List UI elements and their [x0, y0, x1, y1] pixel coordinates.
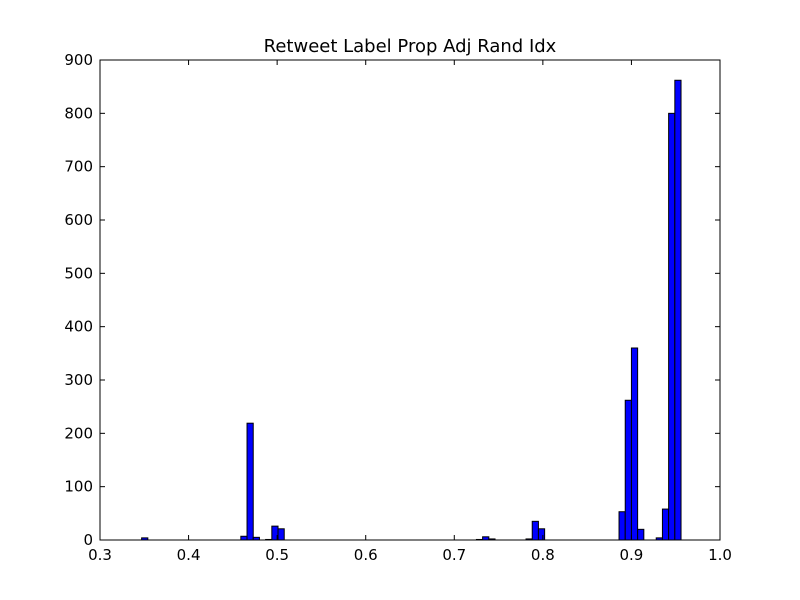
x-tick-label-0: 0.3 — [88, 546, 112, 564]
histogram-bar-13 — [618, 511, 626, 541]
chart-title: Retweet Label Prop Adj Rand Idx — [264, 36, 557, 57]
y-tick-label-2: 200 — [64, 424, 93, 442]
y-tick-label-1: 100 — [64, 478, 93, 496]
x-tick-label-2: 0.5 — [265, 546, 289, 564]
x-tick-label-4: 0.7 — [442, 546, 466, 564]
x-tick-label-3: 0.6 — [354, 546, 378, 564]
histogram-bar-14 — [624, 399, 632, 541]
y-tick-label-5: 500 — [64, 264, 93, 282]
y-tick-label-7: 700 — [64, 158, 93, 176]
bars-group — [141, 79, 682, 541]
y-tick-label-0: 0 — [83, 531, 93, 549]
histogram-bar-12 — [537, 528, 546, 541]
histogram-bar-18 — [661, 508, 670, 541]
histogram-bar-6 — [277, 528, 285, 541]
ticks-group: 0.3 0.4 0.5 0.6 0.7 0.8 0.9 1.0 0 100 200 300 400 500… — [64, 51, 732, 564]
y-tick-label-8: 800 — [64, 104, 93, 122]
histogram-bar-11 — [531, 520, 539, 541]
histogram-bar-19 — [668, 112, 676, 541]
histogram-bar-16 — [637, 528, 645, 541]
plot-frame — [99, 59, 721, 541]
histogram-bar-15 — [630, 347, 639, 541]
x-tick-label-5: 0.8 — [531, 546, 555, 564]
x-tick-label-7: 1.0 — [708, 546, 732, 564]
y-tick-label-6: 600 — [64, 211, 93, 229]
x-tick-label-6: 0.9 — [619, 546, 643, 564]
y-tick-label-3: 300 — [64, 371, 93, 389]
x-tick-label-1: 0.4 — [177, 546, 201, 564]
y-tick-label-4: 400 — [64, 318, 93, 336]
histogram-bar-2 — [246, 422, 254, 541]
y-tick-label-9: 900 — [64, 51, 93, 69]
histogram-bar-20 — [674, 79, 682, 541]
histogram-bar-1 — [240, 535, 248, 541]
